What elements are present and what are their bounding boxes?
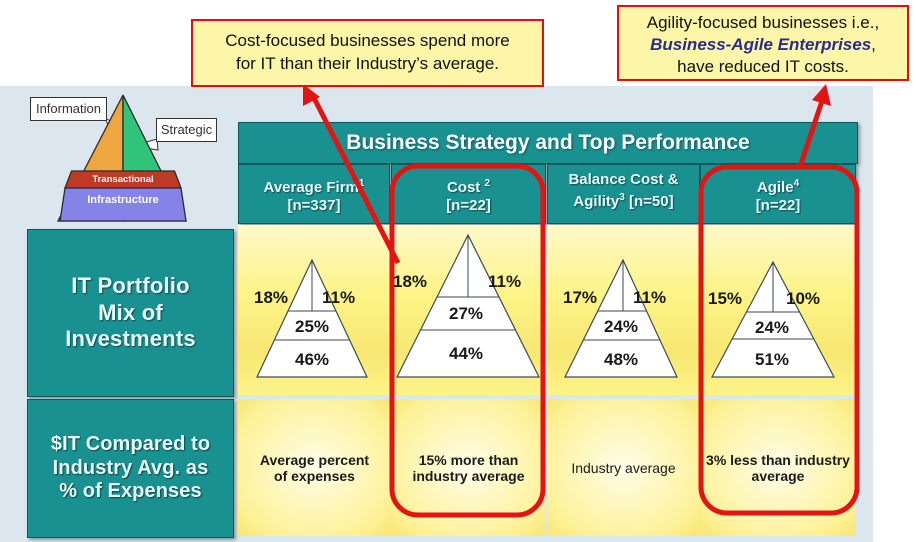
svg-text:Infrastructure: Infrastructure <box>87 194 159 206</box>
svg-text:Transactional: Transactional <box>92 174 153 185</box>
svg-text:44%: 44% <box>449 344 483 363</box>
svg-text:48%: 48% <box>604 350 638 369</box>
svg-text:18%: 18% <box>254 288 288 307</box>
svg-text:18%: 18% <box>393 272 427 291</box>
svg-text:15%: 15% <box>708 289 742 308</box>
svg-text:11%: 11% <box>322 288 355 307</box>
svg-text:51%: 51% <box>755 350 789 369</box>
svg-text:25%: 25% <box>295 317 329 336</box>
svg-text:11%: 11% <box>488 272 521 291</box>
svg-text:24%: 24% <box>755 318 789 337</box>
svg-text:27%: 27% <box>449 304 483 323</box>
svg-text:46%: 46% <box>295 350 329 369</box>
svg-text:24%: 24% <box>604 317 638 336</box>
svg-text:17%: 17% <box>563 288 597 307</box>
svg-text:10%: 10% <box>786 289 820 308</box>
svg-text:11%: 11% <box>633 288 666 307</box>
